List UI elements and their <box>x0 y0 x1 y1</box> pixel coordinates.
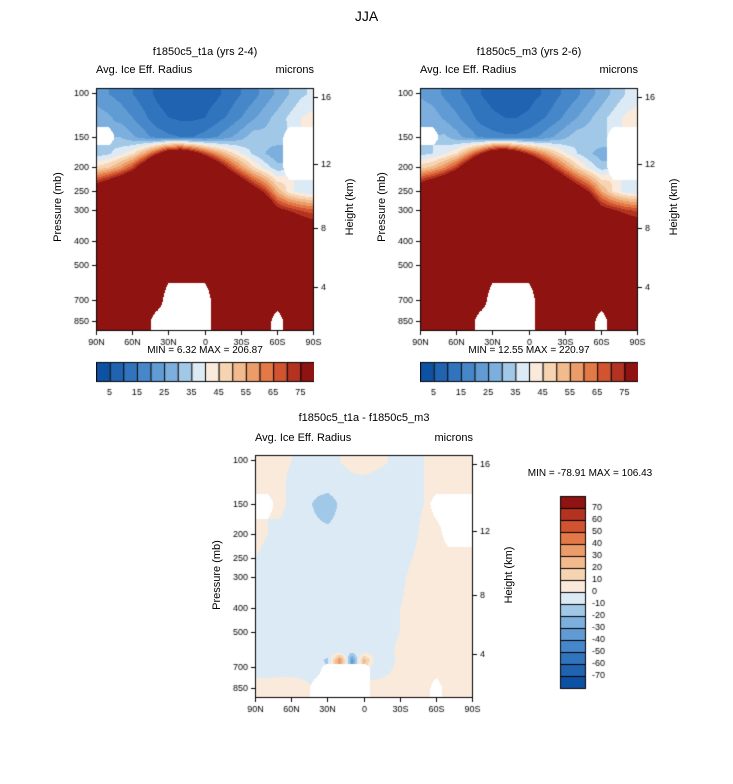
panel-a-minmax-label: MIN = 6.32 MAX = 206.87 <box>147 345 263 356</box>
panel-b-colorbar <box>420 360 638 400</box>
panel-a-pressure-axis-title: Pressure (mb) <box>52 172 64 242</box>
panel-a-units-label: microns <box>275 64 314 76</box>
panel-a-contour-plot <box>66 80 344 357</box>
panel-c-height-axis-title: Height (km) <box>503 546 515 604</box>
panel-b-units-label: microns <box>599 64 638 76</box>
panel-c-contour-plot <box>225 447 503 724</box>
panel-b-height-axis-title: Height (km) <box>668 178 680 236</box>
panel-b-pressure-axis-title: Pressure (mb) <box>376 172 388 242</box>
panel-b-contour-plot <box>390 80 668 357</box>
panel-b-title: f1850c5_m3 (yrs 2-6) <box>476 46 582 58</box>
panel-c-colorbar <box>556 494 631 694</box>
panel-a-title: f1850c5_t1a (yrs 2-4) <box>152 46 258 58</box>
panel-b-field-label: Avg. Ice Eff. Radius <box>420 64 517 76</box>
panel-c-pressure-axis-title: Pressure (mb) <box>211 540 223 610</box>
figure-title: JJA <box>354 8 379 24</box>
panel-a-colorbar <box>96 360 314 400</box>
panel-c-minmax-label: MIN = -78.91 MAX = 106.43 <box>527 468 653 479</box>
panel-a-field-label: Avg. Ice Eff. Radius <box>96 64 193 76</box>
panel-a-height-axis-title: Height (km) <box>344 178 356 236</box>
panel-c-field-label: Avg. Ice Eff. Radius <box>255 432 352 444</box>
panel-b-minmax-label: MIN = 12.55 MAX = 220.97 <box>468 345 590 356</box>
panel-c-title: f1850c5_t1a - f1850c5_m3 <box>298 412 430 424</box>
panel-c-units-label: microns <box>434 432 473 444</box>
